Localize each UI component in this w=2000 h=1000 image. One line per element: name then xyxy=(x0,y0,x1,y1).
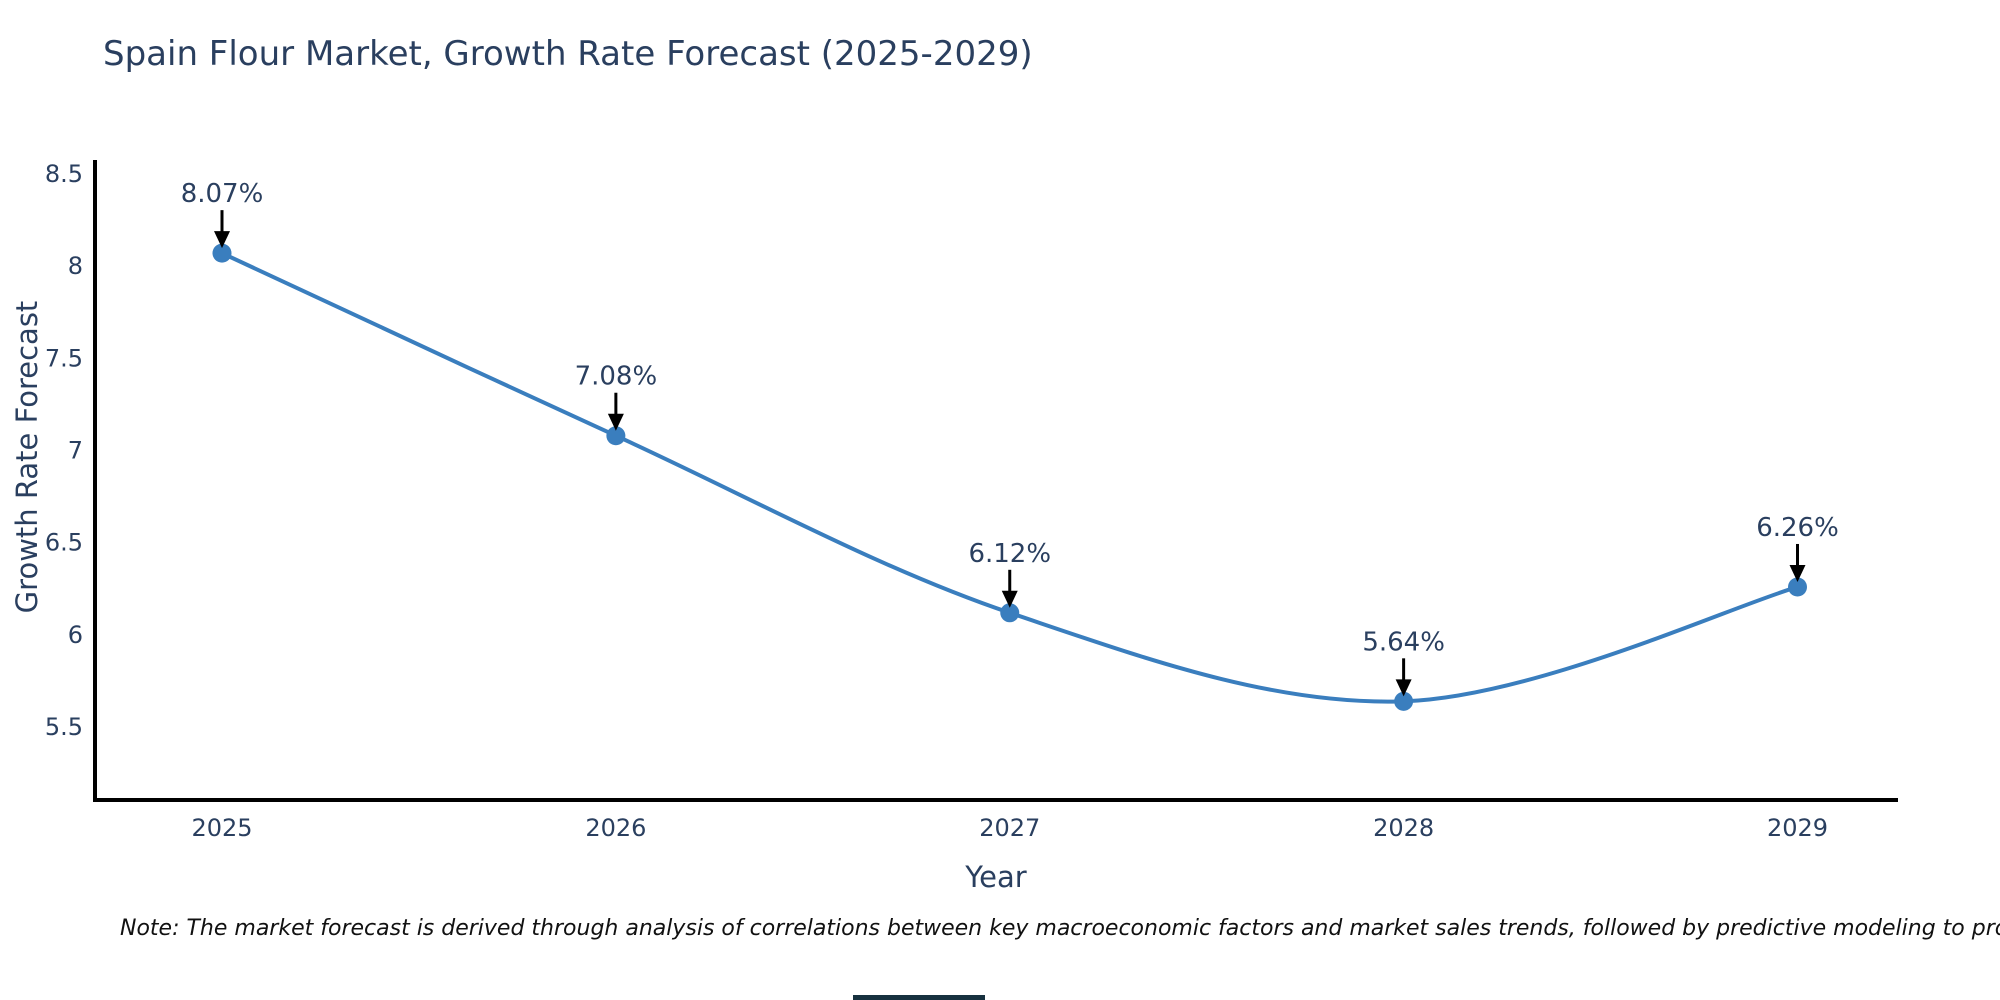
annotation-arrowhead xyxy=(1395,679,1412,697)
point-annotation-label: 5.64% xyxy=(1362,627,1445,657)
x-tick-label: 2025 xyxy=(191,814,252,842)
y-tick-label: 8.5 xyxy=(45,160,83,188)
data-point-marker xyxy=(1000,603,1020,623)
y-tick-label: 6 xyxy=(68,621,83,649)
annotation-arrowhead xyxy=(1789,564,1806,582)
point-annotation-label: 7.08% xyxy=(575,362,658,392)
x-tick-label: 2028 xyxy=(1373,814,1434,842)
point-annotation-label: 8.07% xyxy=(181,179,264,209)
data-point-marker xyxy=(606,426,626,446)
data-point-marker xyxy=(1394,691,1414,711)
annotation-arrowhead xyxy=(607,413,624,431)
y-tick-label: 8 xyxy=(68,252,83,280)
point-annotation-label: 6.12% xyxy=(968,539,1051,569)
y-tick-label: 7 xyxy=(68,436,83,464)
trend-line xyxy=(220,251,1800,704)
x-tick-label: 2029 xyxy=(1767,814,1828,842)
data-point-marker xyxy=(212,243,232,263)
annotation-arrowhead xyxy=(214,231,230,249)
point-annotation-label: 6.26% xyxy=(1756,513,1839,543)
annotation-arrowhead xyxy=(1001,590,1018,608)
chart-title: Spain Flour Market, Growth Rate Forecast… xyxy=(103,34,1033,74)
y-tick-label: 7.5 xyxy=(45,344,83,372)
bottom-edge-bar xyxy=(853,995,985,1000)
x-tick-label: 2026 xyxy=(585,814,646,842)
x-axis-title: Year xyxy=(965,860,1027,894)
y-tick-label: 5.5 xyxy=(45,713,83,741)
footnote: Note: The market forecast is derived thr… xyxy=(120,916,2000,941)
x-tick-label: 2027 xyxy=(979,814,1040,842)
data-point-marker xyxy=(1788,577,1807,597)
y-tick-label: 6.5 xyxy=(45,529,83,557)
